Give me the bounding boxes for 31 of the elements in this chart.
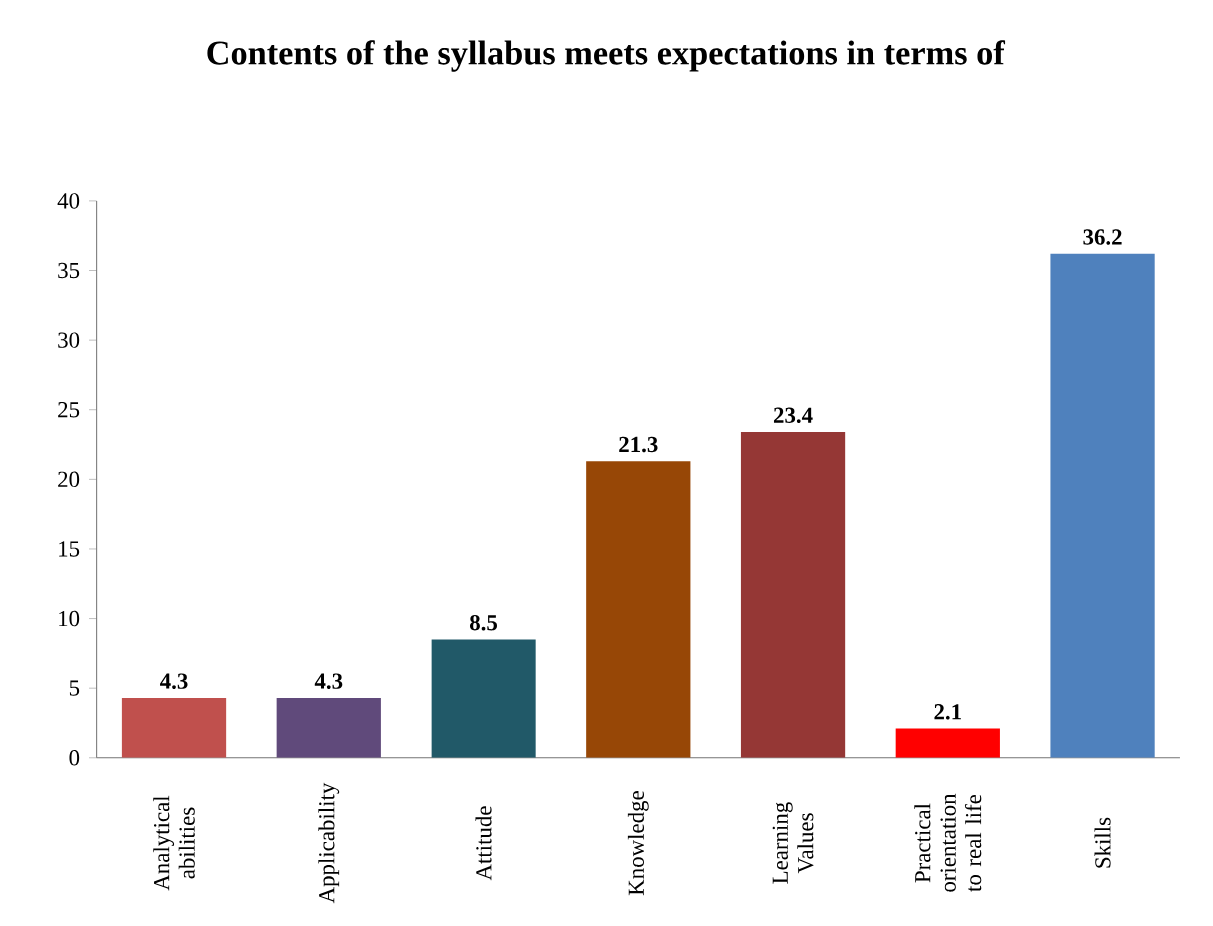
data-label: 21.3 (619, 436, 658, 453)
data-label: 4.3 (314, 673, 343, 690)
y-tick-label: 10 (59, 611, 80, 627)
bar (276, 698, 381, 758)
y-tick-label: 20 (58, 471, 80, 488)
data-label: 8.5 (469, 615, 497, 631)
x-tick-label: Knowledge (627, 791, 649, 896)
chart-title: Contents of the syllabus meets expectations in terms of (207, 40, 1006, 72)
x-tick-label: Learning Values (772, 802, 814, 884)
x-tick-label: Attitude (475, 806, 492, 881)
x-tick-label: Practical orientation to real life (914, 794, 982, 892)
bar (121, 698, 227, 758)
y-tick-label: 35 (58, 263, 80, 279)
data-label: 23.4 (773, 407, 813, 424)
data-label: 4.3 (160, 673, 188, 690)
y-tick-label: 25 (58, 402, 80, 418)
data-label: 2.1 (934, 704, 961, 720)
bar (1050, 253, 1155, 758)
y-tick-label: 40 (57, 193, 80, 209)
x-tick-label: Skills (1094, 817, 1111, 868)
x-tick-label: Analytical abilities (153, 796, 195, 891)
x-tick-label: Applicability (318, 782, 340, 904)
y-tick-label: 15 (59, 541, 80, 557)
y-tick-label: 5 (69, 680, 80, 696)
bar (740, 432, 846, 758)
bar (586, 461, 691, 758)
y-tick-label: 0 (69, 750, 80, 766)
bar (431, 639, 536, 758)
y-tick-label: 30 (58, 332, 80, 349)
data-label: 36.2 (1083, 229, 1122, 245)
bar (895, 728, 1000, 758)
